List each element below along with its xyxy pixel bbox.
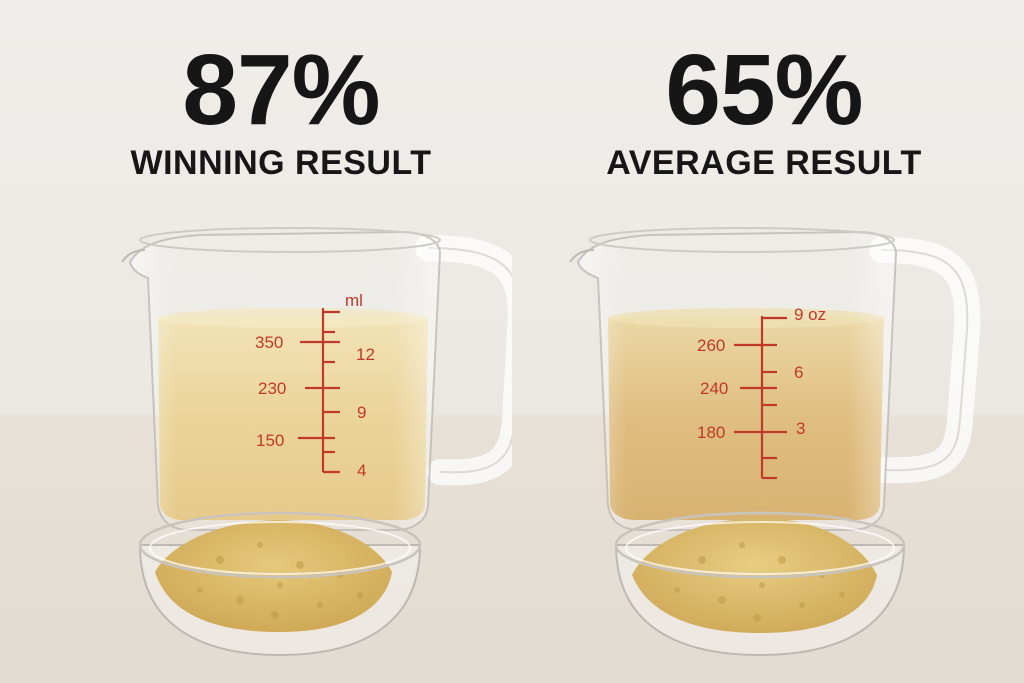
- powder-bowl: [614, 511, 906, 657]
- average-cup-scene: 9 oz 260 240 180 6 3: [569, 227, 981, 657]
- winning-percent: 87%: [182, 34, 380, 146]
- scale-left-1: 350: [255, 333, 283, 352]
- scale-right-2: 9: [357, 403, 366, 422]
- jug-glass: [128, 230, 442, 531]
- scale-left-3: 180: [697, 423, 725, 442]
- jug-glass: [576, 230, 898, 531]
- measuring-jug: [121, 227, 512, 531]
- scale-left-2: 230: [258, 379, 286, 398]
- winning-label: WINNING RESULT: [130, 144, 432, 182]
- scale-right-1: 6: [794, 363, 803, 382]
- scale-right-3: 4: [357, 461, 366, 480]
- scale-right-2: 3: [796, 419, 805, 438]
- average-percent: 65%: [665, 34, 863, 146]
- scale-right-1: 12: [356, 345, 375, 364]
- measurement-scale: [734, 316, 787, 480]
- powder-pile: [632, 518, 877, 633]
- average-panel: 65% AVERAGE RESULT: [512, 0, 1024, 683]
- scale-unit: 9 oz: [794, 305, 826, 324]
- scale-unit: ml: [345, 291, 363, 310]
- jug-handle: [415, 235, 512, 486]
- scale-left-1: 260: [697, 336, 725, 355]
- winning-cup-scene: ml 350 230 150 12 9 4: [121, 227, 512, 657]
- scale-left-3: 150: [256, 431, 284, 450]
- measurement-scale: [298, 308, 340, 474]
- scale-left-2: 240: [700, 379, 728, 398]
- winning-panel: 87% WINNING RESULT: [121, 40, 512, 657]
- average-label: AVERAGE RESULT: [606, 144, 922, 182]
- measuring-jug: [569, 227, 981, 531]
- powder-bowl: [138, 511, 422, 657]
